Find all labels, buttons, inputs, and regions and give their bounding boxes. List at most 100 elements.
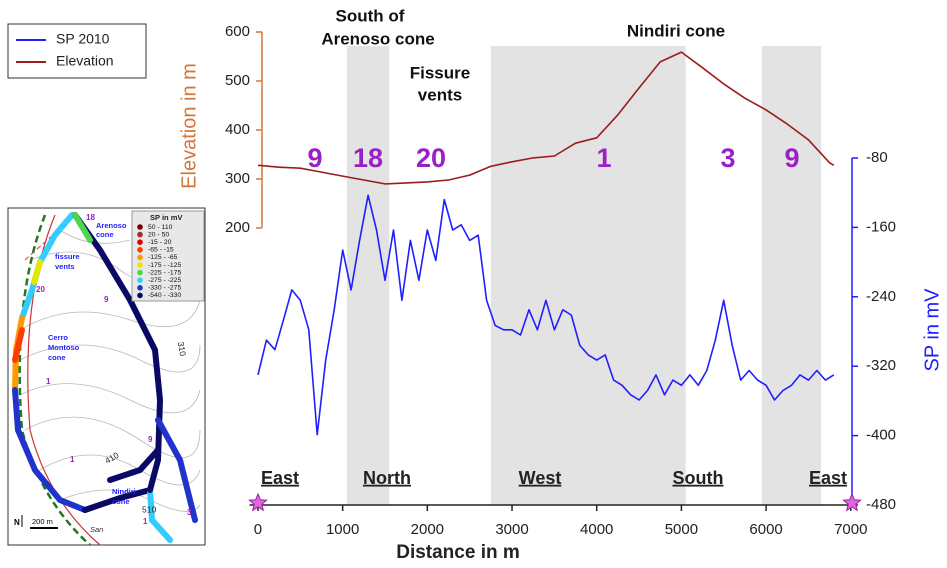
map-legend-label: 50 - 110	[148, 224, 173, 231]
star-marker	[842, 492, 862, 512]
y2-tick-label: -80	[866, 149, 888, 166]
y-axis-title: Elevation in m	[178, 63, 200, 189]
segment-number: 9	[307, 143, 322, 173]
contour	[19, 299, 201, 331]
map-segment-numbers: 18 20 9 1 9 1 1 3	[36, 213, 192, 526]
y-tick-label: 400	[225, 121, 250, 138]
map-legend-label: -65 - -15	[148, 247, 174, 254]
y2-tick-label: -240	[866, 288, 896, 305]
star-marker	[248, 492, 268, 512]
y-tick-label: 200	[225, 219, 250, 236]
segment-number: 18	[353, 143, 383, 173]
x-axis-title: Distance in m	[396, 542, 520, 563]
track	[147, 487, 173, 543]
segment-number: 3	[720, 143, 735, 173]
map-legend-label: -175 - -125	[148, 262, 181, 269]
contour-label: 310	[176, 341, 188, 357]
track	[31, 259, 43, 285]
x-tick-label: 4000	[580, 521, 613, 538]
place-label: Arenoso	[96, 221, 127, 230]
place-label: cone	[96, 230, 114, 239]
y2-axis-title: SP in mV	[921, 288, 943, 372]
track	[72, 212, 164, 493]
map-legend-dot	[137, 285, 143, 291]
legend-label: SP 2010	[56, 31, 110, 47]
map-legend-label: 20 - 50	[148, 231, 169, 238]
track	[12, 327, 25, 363]
map-legend-dot	[137, 224, 143, 230]
y2-tick-label: -160	[866, 218, 896, 235]
direction-label: South	[673, 468, 724, 488]
y-tick-label: 300	[225, 170, 250, 187]
place-label: cone	[112, 497, 130, 506]
place-label: vents	[55, 262, 75, 271]
x-tick-label: 5000	[665, 521, 698, 538]
x-tick-label: 6000	[749, 521, 782, 538]
map-legend-dot	[137, 277, 143, 284]
contour	[19, 383, 201, 414]
legend-label: Elevation	[56, 53, 114, 69]
map-legend-label: -540 - -330	[148, 292, 181, 299]
sp-tracks	[12, 212, 198, 543]
annotation: South of	[336, 6, 405, 25]
x-tick-label: 3000	[495, 521, 528, 538]
annotation: Arenoso cone	[321, 29, 434, 48]
map-legend-dot	[137, 247, 143, 253]
place-label: Cerro	[48, 333, 68, 342]
map-legend-title: SP in mV	[150, 213, 182, 222]
shaded-region	[490, 46, 686, 505]
map-legend-label: -330 - -275	[148, 285, 181, 292]
place-label: fissure	[55, 252, 80, 261]
y-tick-label: 500	[225, 72, 250, 89]
place-label: San	[90, 525, 103, 534]
contour	[19, 344, 201, 373]
x-tick-label: 7000	[834, 521, 867, 538]
shaded-region	[761, 46, 822, 505]
series-line	[257, 194, 835, 436]
scale-label: 200 m	[32, 517, 53, 526]
map-legend-label: -15 - 20	[148, 239, 172, 246]
place-labels: Arenoso cone fissure vents Cerro Montoso…	[48, 221, 136, 506]
map-segment-number: 1	[46, 377, 51, 386]
contour-label: 510	[142, 504, 156, 514]
map-segment-number: 20	[36, 285, 45, 294]
track	[72, 212, 93, 243]
annotation: vents	[418, 85, 462, 104]
map-legend-label: -225 - -175	[148, 269, 181, 276]
direction-label: East	[261, 468, 299, 488]
caldera-rim	[18, 214, 91, 546]
direction-label: North	[363, 468, 411, 488]
place-label: Montoso	[48, 343, 80, 352]
segment-number: 1	[596, 143, 611, 173]
north-arrow: N	[14, 518, 20, 527]
y-tick-label: 600	[225, 23, 250, 40]
map-legend-dot	[137, 262, 143, 268]
map-legend-dot	[137, 254, 143, 261]
annotation: Fissure	[410, 63, 470, 82]
map-segment-number: 9	[104, 295, 109, 304]
map-segment-number: 18	[86, 213, 95, 222]
y2-tick-label: -400	[866, 427, 896, 444]
track	[12, 387, 88, 513]
shading	[346, 46, 822, 505]
annotation: Nindiri cone	[627, 21, 725, 40]
segment-number: 9	[784, 143, 799, 173]
contour	[24, 416, 201, 459]
map-segment-number: 1	[143, 517, 148, 526]
map-legend-dot	[137, 231, 143, 238]
map-segment-number: 9	[148, 435, 153, 444]
map-segment-number: 1	[70, 455, 75, 464]
x-tick-label: 1000	[326, 521, 359, 538]
series-line	[257, 51, 835, 185]
map-legend-dot	[137, 292, 143, 299]
direction-label: West	[519, 468, 562, 488]
segment-number: 20	[416, 143, 446, 173]
map-legend-dot	[137, 239, 143, 245]
x-tick-label: 0	[254, 521, 262, 538]
map-legend-label: -125 - -65	[148, 254, 178, 261]
map-legend-box	[131, 210, 205, 302]
legend-box	[7, 23, 147, 79]
